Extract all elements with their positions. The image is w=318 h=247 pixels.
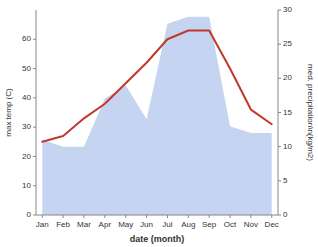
y-axis-label: max temp (C) [4,88,13,137]
x-tick [250,215,251,218]
y-tick [33,68,36,69]
x-tick-label: Aug [181,220,195,229]
y-tick-label: 40 [22,93,31,102]
y-tick [33,39,36,40]
background [0,0,318,247]
y-tick [33,97,36,98]
y-tick [33,185,36,186]
y2-tick [278,112,281,113]
x-tick-label: May [118,220,133,229]
x-tick-label: Sep [202,220,217,229]
y-tick-label: 10 [22,181,31,190]
x-tick-label: Nov [244,220,258,229]
y-tick-label: 0 [27,210,32,219]
x-tick-label: Feb [56,220,70,229]
precipitation-area [42,17,271,215]
x-tick-label: Apr [99,220,112,229]
x-tick [104,215,105,218]
y2-tick [278,10,281,11]
y-tick-label: 60 [22,34,31,43]
y2-tick [278,180,281,181]
y2-tick-label: 30 [283,5,292,14]
y2-tick-label: 15 [283,108,292,117]
x-tick [146,215,147,218]
y2-axis-label: med. precipitation\n(kg/m2) [306,64,315,161]
y2-tick [278,146,281,147]
y2-tick-label: 25 [283,39,292,48]
x-tick [83,215,84,218]
y-tick-label: 20 [22,152,31,161]
chart: 0 10 20 30 40 50 60 0 5 10 15 20 25 30 Jan Feb Mar Apr May… [0,0,318,247]
y-axis-line [36,10,37,215]
x-tick [230,215,231,218]
y2-tick-label: 5 [283,176,288,185]
y2-tick [278,44,281,45]
y2-tick-label: 0 [283,210,288,219]
x-tick-label: Jan [36,220,49,229]
y-tick-label: 30 [22,122,31,131]
x-tick-label: Dec [265,220,279,229]
x-axis-line [36,215,278,216]
x-tick-label: Jun [140,220,153,229]
y-tick [33,215,36,216]
x-tick [209,215,210,218]
x-tick [42,215,43,218]
y2-tick [278,215,281,216]
x-tick-label: Jul [162,220,172,229]
y2-tick-label: 20 [283,73,292,82]
x-tick [271,215,272,218]
x-tick [188,215,189,218]
x-tick-label: Oct [224,220,237,229]
x-axis-label: date (month) [130,234,185,244]
temperature-line [42,31,271,142]
x-tick [63,215,64,218]
y-tick [33,156,36,157]
x-tick [125,215,126,218]
plot-marks [42,17,271,215]
y2-tick [278,78,281,79]
y-tick [33,127,36,128]
x-tick [167,215,168,218]
y-tick-label: 50 [22,64,31,73]
x-tick-label: Mar [77,220,91,229]
y2-tick-label: 10 [283,142,292,151]
